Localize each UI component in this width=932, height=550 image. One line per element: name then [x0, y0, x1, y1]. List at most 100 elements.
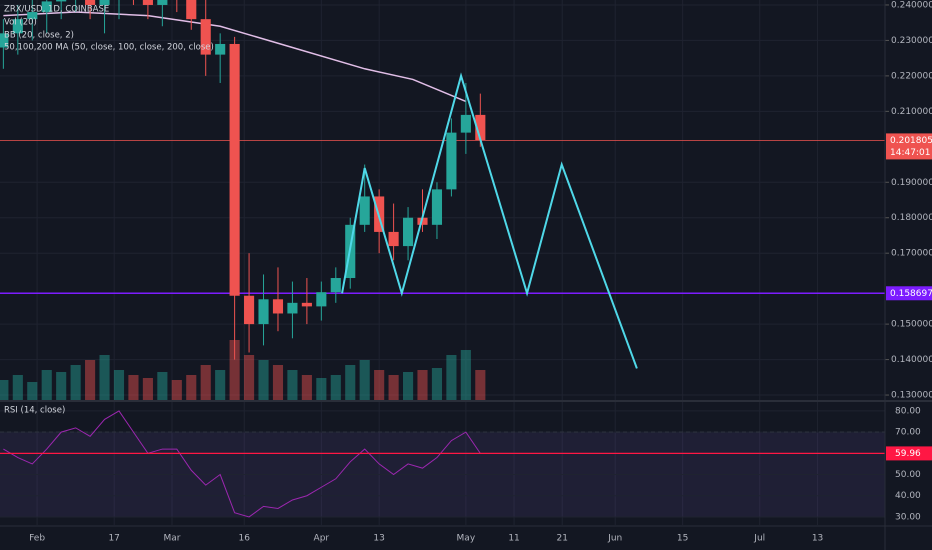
candle-body	[460, 114, 471, 133]
x-tick-label: 13	[373, 534, 384, 544]
rsi-tick-label: 40.00	[895, 491, 921, 501]
candle-body	[287, 302, 298, 314]
candle-body	[301, 302, 312, 307]
rsi-title: RSI (14, close)	[4, 406, 65, 416]
x-tick-label: 17	[108, 534, 119, 544]
y-tick-label: 0.170000	[891, 249, 932, 259]
y-tick-label: 0.210000	[891, 107, 932, 117]
volume-bar	[157, 372, 168, 400]
volume-bar	[258, 360, 269, 400]
candle-body	[157, 0, 168, 5]
x-tick-label: Jun	[607, 534, 622, 544]
y-tick-label: 0.130000	[891, 391, 932, 401]
rsi-tick-label: 30.00	[895, 512, 921, 522]
volume-bar	[374, 370, 385, 400]
volume-bar	[460, 350, 471, 400]
candle-body	[446, 132, 457, 190]
rsi-line	[3, 410, 481, 518]
x-tick-label: 16	[239, 534, 251, 544]
volume-bar	[215, 370, 226, 400]
level-label: 0.158697	[890, 289, 932, 299]
x-tick-label: 11	[508, 534, 519, 544]
y-tick-label: 0.140000	[891, 355, 932, 365]
candle-body	[316, 292, 327, 307]
volume-bar	[128, 375, 139, 400]
volume-bar	[345, 365, 356, 400]
candle-body	[272, 299, 284, 314]
candle-body	[215, 43, 226, 55]
candle-body	[359, 196, 370, 225]
candle-body	[142, 0, 153, 5]
candle-body	[85, 0, 96, 5]
candle-body	[402, 217, 414, 247]
candle-body	[417, 217, 428, 225]
x-tick-label: Apr	[314, 534, 330, 544]
projection-line	[341, 72, 638, 369]
countdown-label: 14:47:01	[890, 148, 930, 158]
volume-bar	[388, 375, 399, 400]
volume-bar	[446, 355, 457, 400]
candle-body	[258, 299, 269, 325]
last-price-badge	[886, 133, 932, 160]
volume-bar	[272, 365, 284, 400]
volume-bar	[229, 340, 240, 400]
x-tick-label: Feb	[29, 534, 45, 544]
candle-body	[229, 43, 240, 296]
volume-bar	[70, 365, 81, 400]
symbol-title: ZRX/USD, 1D, COINBASE	[4, 5, 109, 15]
indicator-label: Vol (20)	[4, 18, 37, 28]
volume-bar	[402, 372, 414, 400]
indicator-label: 50,100,200 MA (50, close, 100, close, 20…	[4, 43, 214, 53]
price-pane	[0, 0, 885, 400]
rsi-pane	[0, 402, 885, 525]
volume-bar	[301, 375, 312, 400]
x-tick-label: 21	[556, 534, 567, 544]
volume-bar	[287, 370, 298, 400]
volume-bar	[41, 370, 52, 400]
last-price-label: 0.201805	[890, 136, 932, 146]
candle-body	[0, 33, 9, 48]
volume-bar	[316, 378, 327, 400]
rsi-tick-label: 50.00	[895, 470, 921, 480]
candle-body	[388, 231, 399, 247]
ma-line	[3, 11, 467, 103]
candle-body	[244, 295, 255, 325]
rsi-tick-label: 80.00	[895, 406, 921, 416]
candle-body	[99, 0, 110, 5]
volume-bar	[186, 375, 197, 400]
y-tick-label: 0.150000	[891, 320, 932, 330]
rsi-badge	[886, 446, 932, 461]
volume-bar	[475, 370, 486, 400]
volume-bar	[200, 365, 211, 400]
x-tick-label: 15	[677, 534, 688, 544]
x-tick-label: 13	[812, 534, 823, 544]
y-tick-label: 0.220000	[891, 71, 932, 81]
level-badge	[886, 286, 932, 301]
indicator-label: BB (20, close, 2)	[4, 31, 74, 41]
candle-body	[41, 1, 52, 13]
volume-bar	[56, 372, 67, 400]
x-tick-label: May	[457, 534, 476, 544]
candle-body	[475, 114, 486, 141]
y-tick-label: 0.180000	[891, 213, 932, 223]
volume-bar	[417, 370, 428, 400]
volume-bar	[113, 370, 125, 400]
volume-bar	[431, 368, 443, 400]
volume-bar	[85, 360, 96, 400]
y-tick-label: 0.190000	[891, 178, 932, 188]
rsi-last-label: 59.96	[895, 449, 921, 459]
volume-bar	[359, 360, 370, 400]
volume-bar	[27, 382, 38, 400]
candle-body	[56, 0, 67, 2]
y-tick-label: 0.230000	[891, 36, 932, 46]
x-tick-label: Mar	[163, 534, 180, 544]
rsi-tick-label: 70.00	[895, 428, 921, 438]
volume-bar	[0, 380, 9, 400]
x-tick-label: Jul	[753, 534, 765, 544]
candle-body	[186, 0, 197, 20]
candle-body	[27, 12, 38, 20]
volume-bar	[99, 355, 110, 400]
volume-bar	[142, 378, 153, 400]
volume-bar	[12, 375, 23, 400]
